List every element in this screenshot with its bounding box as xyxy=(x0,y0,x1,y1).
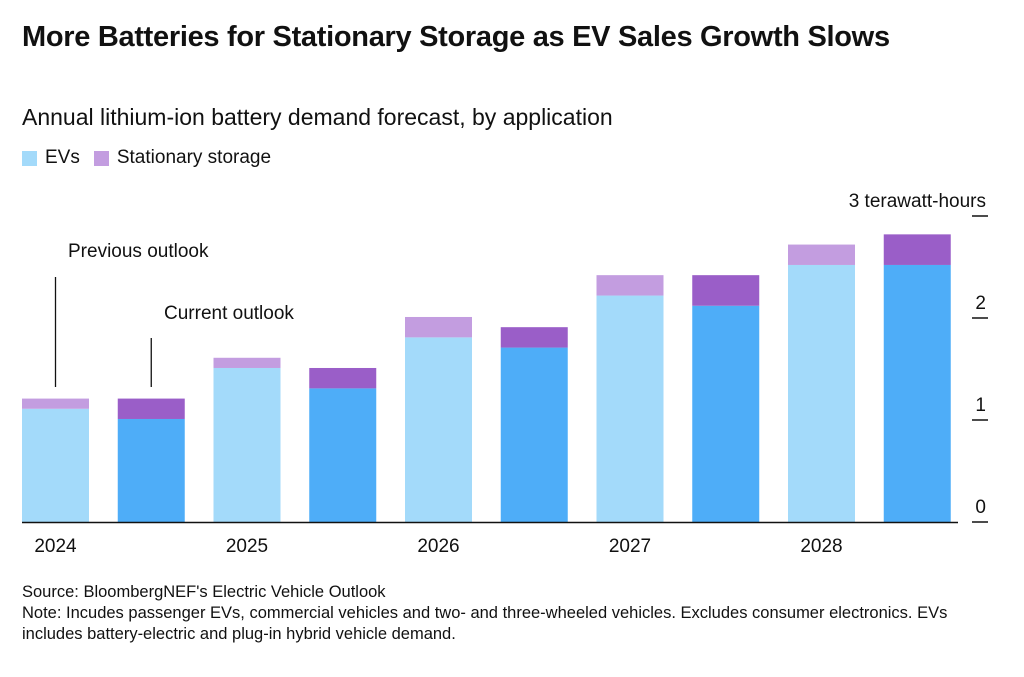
bar-ev-previous-2024 xyxy=(22,408,89,522)
bar-storage-previous-2026 xyxy=(405,316,472,338)
legend-label-stationary-storage: Stationary storage xyxy=(116,147,272,168)
bar-ev-current-2025 xyxy=(309,388,377,522)
x-tick-label-2025: 2025 xyxy=(226,536,268,557)
chart-title: More Batteries for Stationary Storage as… xyxy=(22,21,890,53)
x-tick-label-2026: 2026 xyxy=(417,536,459,557)
legend: EVs Stationary storage xyxy=(22,146,285,170)
bar-ev-current-2027 xyxy=(692,305,760,522)
bar-storage-current-2024 xyxy=(117,398,185,419)
legend-item-evs: EVs xyxy=(22,146,80,170)
source-note: Source: BloombergNEF's Electric Vehicle … xyxy=(22,583,386,601)
bar-ev-current-2026 xyxy=(500,347,568,522)
legend-label-evs: EVs xyxy=(45,147,80,168)
bar-storage-previous-2025 xyxy=(213,357,281,368)
annotation-current-outlook: Current outlook xyxy=(164,303,294,324)
bar-storage-current-2025 xyxy=(309,367,377,389)
bar-storage-current-2026 xyxy=(500,327,568,348)
legend-swatch-stationary-storage xyxy=(93,150,109,166)
y-tick-label-1: 1 xyxy=(975,395,986,416)
chart-subtitle: Annual lithium-ion battery demand foreca… xyxy=(22,104,613,130)
footer: Source: BloombergNEF's Electric Vehicle … xyxy=(22,582,1002,645)
y-axis-unit-label: 3 terawatt-hours xyxy=(849,191,986,212)
bar-ev-current-2024 xyxy=(117,418,185,522)
y-tick-label-2: 2 xyxy=(975,293,986,314)
bar-storage-previous-2024 xyxy=(22,398,89,409)
bar-storage-previous-2028 xyxy=(788,244,855,265)
bar-ev-previous-2028 xyxy=(788,264,855,522)
x-tick-label-2024: 2024 xyxy=(34,536,77,557)
bar-ev-previous-2026 xyxy=(405,337,472,522)
legend-item-stationary-storage: Stationary storage xyxy=(93,146,272,170)
legend-swatch-evs xyxy=(22,150,37,166)
bar-ev-previous-2027 xyxy=(596,295,664,522)
x-tick-label-2027: 2027 xyxy=(609,536,651,557)
bar-ev-current-2028 xyxy=(883,264,951,522)
bar-storage-previous-2027 xyxy=(596,275,664,296)
y-tick-label-0: 0 xyxy=(975,497,986,518)
bar-storage-current-2027 xyxy=(692,275,760,306)
annotation-previous-outlook: Previous outlook xyxy=(68,241,209,262)
bar-storage-current-2028 xyxy=(883,234,951,265)
footnote: Note: Incudes passenger EVs, commercial … xyxy=(22,604,948,643)
x-tick-label-2028: 2028 xyxy=(800,536,842,557)
bar-ev-previous-2025 xyxy=(213,367,281,522)
bar-chart: 2024 2025 2026 2027 2028 0 1 2 3 terawatt-hours P… xyxy=(22,191,988,557)
